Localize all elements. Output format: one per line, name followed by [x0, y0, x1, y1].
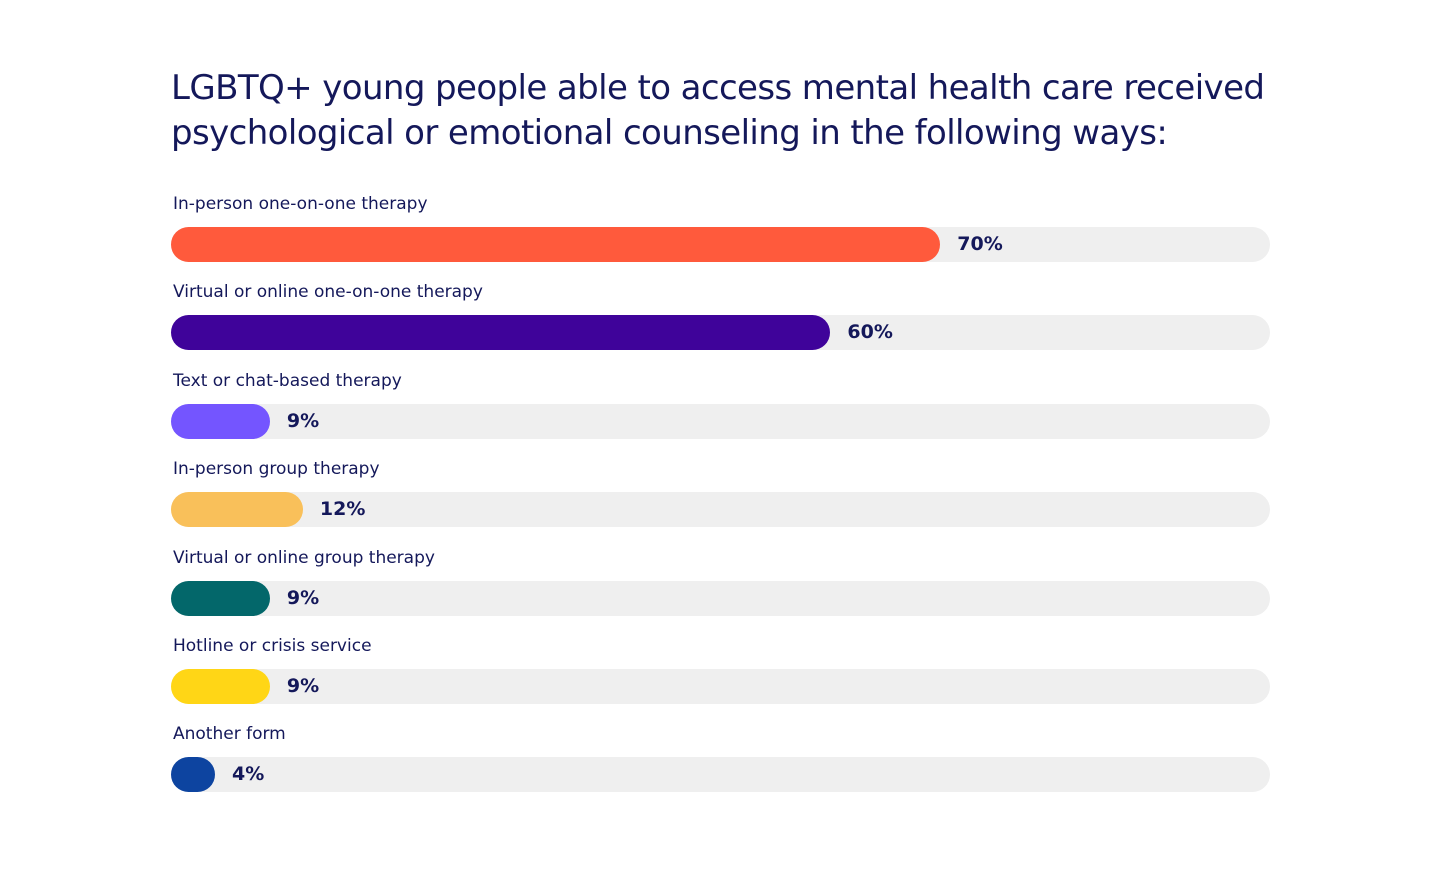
- bar-row: Text or chat-based therapy 9%: [171, 369, 1270, 457]
- category-label: In-person one-on-one therapy: [173, 194, 428, 214]
- bar: [171, 580, 270, 616]
- category-label: Hotline or crisis service: [173, 635, 372, 656]
- bar-track: 4%: [171, 757, 1270, 793]
- bar-row: Virtual or online group therapy 9%: [171, 546, 1270, 634]
- value-label: 60%: [847, 321, 893, 344]
- category-label: Another form: [173, 724, 286, 745]
- value-label: 9%: [286, 409, 320, 432]
- chart-title: LGBTQ+ young people able to access menta…: [171, 68, 1265, 153]
- value-label: 9%: [286, 674, 320, 697]
- category-label: Virtual or online one-on-one therapy: [173, 282, 483, 303]
- bar-track: 12%: [171, 492, 1270, 528]
- bar-chart: LGBTQ+ young people able to access menta…: [171, 66, 1270, 793]
- bar-track: 9%: [171, 403, 1270, 439]
- bar-row: In-person group therapy 12%: [171, 457, 1270, 545]
- category-label: Text or chat-based therapy: [173, 370, 402, 391]
- value-label: 9%: [286, 586, 320, 609]
- bar-track: 70%: [171, 227, 1270, 262]
- value-label: 4%: [232, 763, 265, 786]
- bar: [171, 403, 270, 439]
- bar-track: 9%: [171, 668, 1270, 704]
- category-label: In-person group therapy: [173, 459, 380, 480]
- bar: [171, 757, 215, 793]
- value-label: 70%: [957, 233, 1003, 255]
- bar: [171, 227, 941, 262]
- bar: [171, 668, 270, 704]
- bar-track: 60%: [171, 315, 1270, 351]
- category-label: Virtual or online group therapy: [173, 547, 435, 568]
- bar-row: Hotline or crisis service 9%: [171, 634, 1270, 722]
- bar-row: In-person one-on-one therapy 70%: [171, 192, 1270, 280]
- bar-rows: In-person one-on-one therapy 70% Virtual o…: [171, 192, 1270, 811]
- bar: [171, 315, 831, 351]
- bar-row: Virtual or online one-on-one therapy 60%: [171, 280, 1270, 368]
- bar-track: 9%: [171, 580, 1270, 616]
- bar: [171, 492, 303, 528]
- bar-row: Another form 4%: [171, 722, 1270, 810]
- value-label: 12%: [319, 498, 366, 521]
